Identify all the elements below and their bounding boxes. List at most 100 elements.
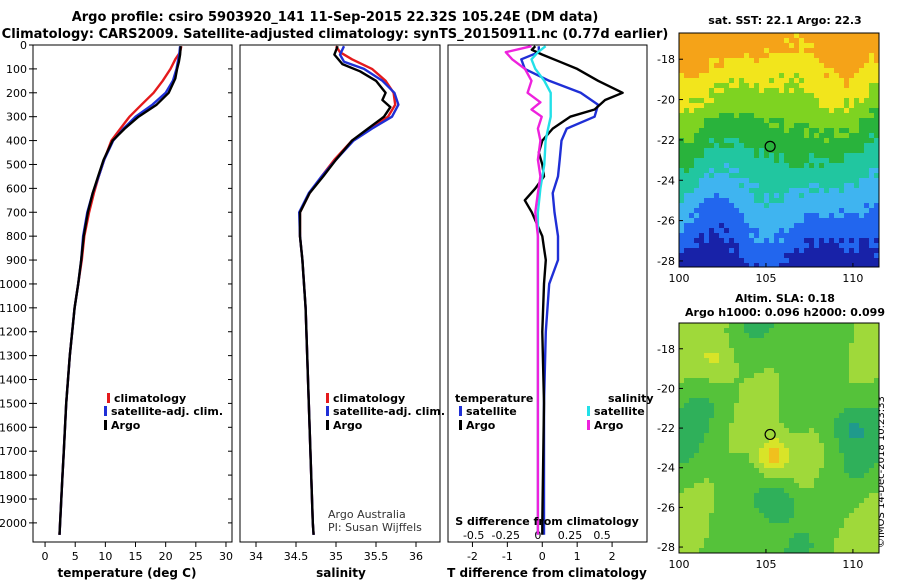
map-cell [849,478,855,484]
map-cell [699,513,705,519]
map-cell [754,88,760,94]
map-cell [779,98,785,104]
map-cell [774,33,780,39]
map-cell [864,208,870,214]
map-cell [684,383,690,389]
map-cell [739,198,745,204]
map-cell [859,53,865,59]
map-cell [824,113,830,119]
map-cell [749,253,755,259]
map-cell [799,258,805,264]
map-cell [719,418,725,424]
map-cell [729,443,735,449]
legend-swatch-satellite [104,406,107,416]
map-cell [684,223,690,229]
map-cell [804,388,810,394]
map-cell [744,358,750,364]
map-cell [744,413,750,419]
map-cell [719,333,725,339]
sla-map-frame [678,322,880,554]
map-cell [844,418,850,424]
map-cell [809,193,815,199]
map-cell [804,473,810,479]
map-cell [749,343,755,349]
map-cell [824,443,830,449]
map-cell [734,353,740,359]
map-cell [824,523,830,529]
map-cell [809,203,815,209]
map-cell [754,243,760,249]
map-cell [729,508,735,514]
map-cell [844,68,850,74]
map-cell [854,208,860,214]
map-cell [759,118,765,124]
map-cell [729,93,735,99]
map-cell [804,418,810,424]
map-cell [789,83,795,89]
map-cell [829,93,835,99]
map-cell [814,498,820,504]
map-cell [764,118,770,124]
map-cell [714,528,720,534]
map-cell [859,248,865,254]
map-cell [729,248,735,254]
map-cell [854,123,860,129]
map-cell [864,123,870,129]
map-cell [754,193,760,199]
map-cell [869,233,875,239]
map-cell [709,153,715,159]
map-cell [844,53,850,59]
map-cell [819,478,825,484]
map-cell [724,363,730,369]
map-cell [714,463,720,469]
map-cell [844,523,850,529]
map-cell [799,343,805,349]
map-cell [744,83,750,89]
x-tick-label: 2 [609,550,616,563]
map-cell [729,253,735,259]
map-cell [839,403,845,409]
map-cell [779,133,785,139]
map-cell [779,538,785,544]
map-cell [729,68,735,74]
map-cell [849,533,855,539]
map-cell [764,158,770,164]
map-cell [749,498,755,504]
map-cell [774,483,780,489]
map-cell [839,148,845,154]
map-cell [699,138,705,144]
map-cell [864,33,870,39]
map-cell [869,93,875,99]
map-cell [854,258,860,264]
map-cell [874,148,879,154]
map-cell [704,218,710,224]
map-cell [804,533,810,539]
map-cell [704,113,710,119]
map-cell [799,493,805,499]
map-cell [779,103,785,109]
map-cell [824,118,830,124]
map-cell [759,398,765,404]
map-cell [804,163,810,169]
map-cell [824,433,830,439]
map-cell [804,523,810,529]
map-cell [869,198,875,204]
map-cell [714,113,720,119]
map-cell [849,403,855,409]
map-cell [769,78,775,84]
map-cell [809,238,815,244]
map-cell [724,328,730,334]
map-cell [869,148,875,154]
map-cell [819,468,825,474]
map-lat-label: -26 [657,215,675,228]
map-cell [819,453,825,459]
map-cell [729,133,735,139]
map-cell [774,63,780,69]
map-cell [839,418,845,424]
map-cell [769,263,775,267]
map-cell [854,353,860,359]
map-cell [694,423,700,429]
map-cell [829,123,835,129]
map-cell [759,253,765,259]
map-cell [804,128,810,134]
